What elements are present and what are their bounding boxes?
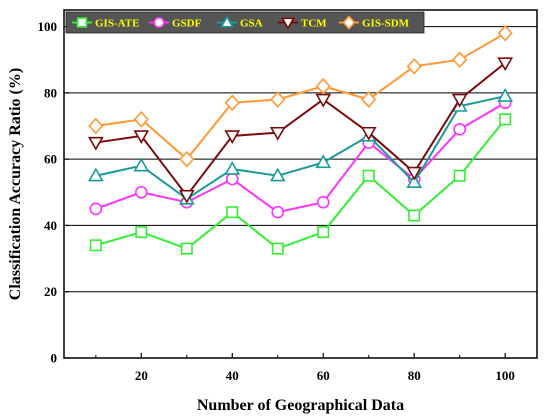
data-point [453,169,466,182]
data-point [497,24,513,42]
data-point [179,150,195,168]
grid-lines [64,26,537,293]
legend-item: GSDF [149,17,202,30]
data-point [315,154,332,169]
data-point [453,122,467,136]
x-tick-label: 100 [495,368,515,383]
y-tick-label: 0 [51,351,58,366]
data-point [406,58,422,75]
y-tick-label: 20 [44,284,57,299]
legend-item: GIS-SDM [339,15,410,30]
legend-label: GSA [240,18,263,30]
series-gis-ate [89,113,512,255]
data-point [87,136,104,151]
x-tick-label: 80 [408,368,421,383]
legend-label: GIS-SDM [362,18,410,30]
legend-marker [76,17,88,28]
data-point [271,242,284,255]
legend-item: GIS-ATE [72,17,139,30]
data-point [499,113,512,126]
data-point [133,111,149,128]
series-line [95,118,506,250]
data-point [269,126,286,141]
data-point [497,57,514,72]
data-point [362,169,375,182]
legend-marker [153,17,165,28]
x-tick-label: 20 [135,368,148,383]
data-point [89,202,103,216]
legend-box [65,11,425,34]
data-point [315,77,331,95]
data-point [133,157,150,172]
data-point [451,93,468,108]
legend-label: GSDF [172,18,202,30]
x-tick-label: 40 [226,368,239,383]
legend-marker [281,17,295,30]
series-line [95,95,506,201]
data-point [270,91,286,108]
data-point [225,172,239,186]
series-line [95,101,506,214]
series-group [87,24,514,255]
data-point [133,130,150,145]
legend-marker [342,15,356,30]
series-gsa [87,88,514,205]
data-point [408,209,421,222]
y-axis-title: Classification Accuracy Ratio (%) [7,68,24,300]
data-point [452,51,468,69]
x-axis-title: Number of Geographical Data [197,397,404,414]
x-tick-label: 60 [317,368,330,383]
data-point [271,205,285,219]
data-point [316,195,330,209]
plot-frame [63,9,538,359]
data-point [87,167,104,182]
data-point [269,167,286,182]
data-point [178,189,195,204]
legend-item: TCM [278,18,327,30]
data-point [224,130,241,145]
legend: GIS-ATE GSDF GSA TCM GIS-SDM [65,11,425,34]
series-line [95,32,506,161]
y-tick-label: 40 [44,218,57,233]
y-tick-label: 100 [38,19,58,34]
data-point [361,91,377,108]
legend-label: GIS-ATE [95,18,139,30]
data-point [226,206,239,219]
data-point [406,166,423,181]
legend-label: TCM [301,18,327,30]
data-point [360,126,377,141]
series-tcm [87,57,514,204]
data-point [135,226,148,239]
axes: 0 20 40 60 80 100 20 40 60 80 100 [38,19,515,383]
series-gis-sdm [88,24,513,168]
data-point [89,239,102,252]
data-point [315,93,332,108]
series-line [95,62,506,198]
legend-item: GSA [217,15,263,30]
legend-marker [220,15,234,28]
y-tick-label: 80 [44,85,57,100]
data-point [497,88,514,102]
data-point [134,185,148,199]
data-point [224,94,240,112]
data-point [224,160,241,175]
y-tick-label: 60 [44,152,57,167]
data-point [180,242,193,255]
data-point [88,117,104,135]
data-point [317,226,330,239]
data-point [406,174,423,189]
